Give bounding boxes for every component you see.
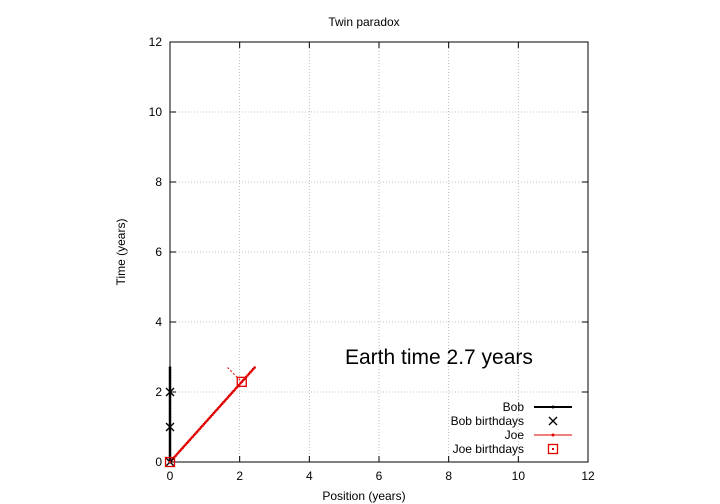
x-marker-stroke [165, 387, 175, 397]
legend-label: Bob [503, 400, 525, 414]
legend-swatch-point [551, 433, 555, 437]
legend-entry: Joe birthdays [453, 442, 559, 456]
birthday-marker [164, 456, 176, 468]
earth-time-annotation: Earth time 2.7 years [345, 346, 533, 369]
series-point [168, 366, 172, 369]
square-marker-dot [240, 380, 243, 383]
square-marker-dot [169, 461, 171, 463]
legend-entry: Bob [503, 400, 572, 414]
birthday-marker [236, 376, 247, 388]
birthday-marker [165, 387, 175, 397]
square-marker-dot [552, 448, 554, 450]
square-marker [547, 443, 559, 455]
legend-label: Bob birthdays [451, 414, 524, 428]
x-tick-label: 8 [445, 469, 452, 483]
x-tick-label: 2 [236, 469, 243, 483]
series-bob-birthdays [165, 387, 175, 467]
y-axis-label: Time (years) [114, 219, 128, 286]
x-axis-label: Position (years) [322, 489, 405, 503]
legend-label: Joe [505, 428, 525, 442]
y-tick-label: 0 [155, 455, 162, 469]
x-tick-label: 10 [512, 469, 526, 483]
light-signal-segment [227, 367, 243, 383]
x-tick-label: 0 [167, 469, 174, 483]
x-marker-stroke [165, 422, 175, 432]
x-tick-label: 6 [376, 469, 383, 483]
y-tick-label: 12 [149, 35, 163, 49]
legend-swatch-point [551, 405, 555, 409]
grid [170, 42, 588, 462]
y-tick-label: 4 [155, 315, 162, 329]
series-point [253, 366, 256, 369]
series-layer [164, 366, 256, 468]
legend-label: Joe birthdays [453, 442, 524, 456]
legend-entry: Joe [505, 428, 572, 442]
square-marker [164, 456, 176, 468]
y-tick-label: 2 [155, 385, 162, 399]
x-tick-label: 4 [306, 469, 313, 483]
chart-title: Twin paradox [328, 15, 399, 29]
series-joe [168, 366, 256, 464]
y-tick-label: 6 [155, 245, 162, 259]
series-bob [168, 366, 172, 464]
axis-ticks: 0 2 4 6 8 10 12 0 2 4 6 8 10 12 [149, 35, 595, 483]
x-marker-stroke [548, 416, 558, 426]
y-tick-label: 8 [155, 175, 162, 189]
birthday-marker [165, 422, 175, 432]
square-marker [236, 376, 247, 388]
y-tick-label: 10 [149, 105, 163, 119]
series-joe-birthdays [164, 376, 247, 468]
x-tick-label: 12 [581, 469, 595, 483]
legend-entry: Bob birthdays [451, 414, 558, 428]
